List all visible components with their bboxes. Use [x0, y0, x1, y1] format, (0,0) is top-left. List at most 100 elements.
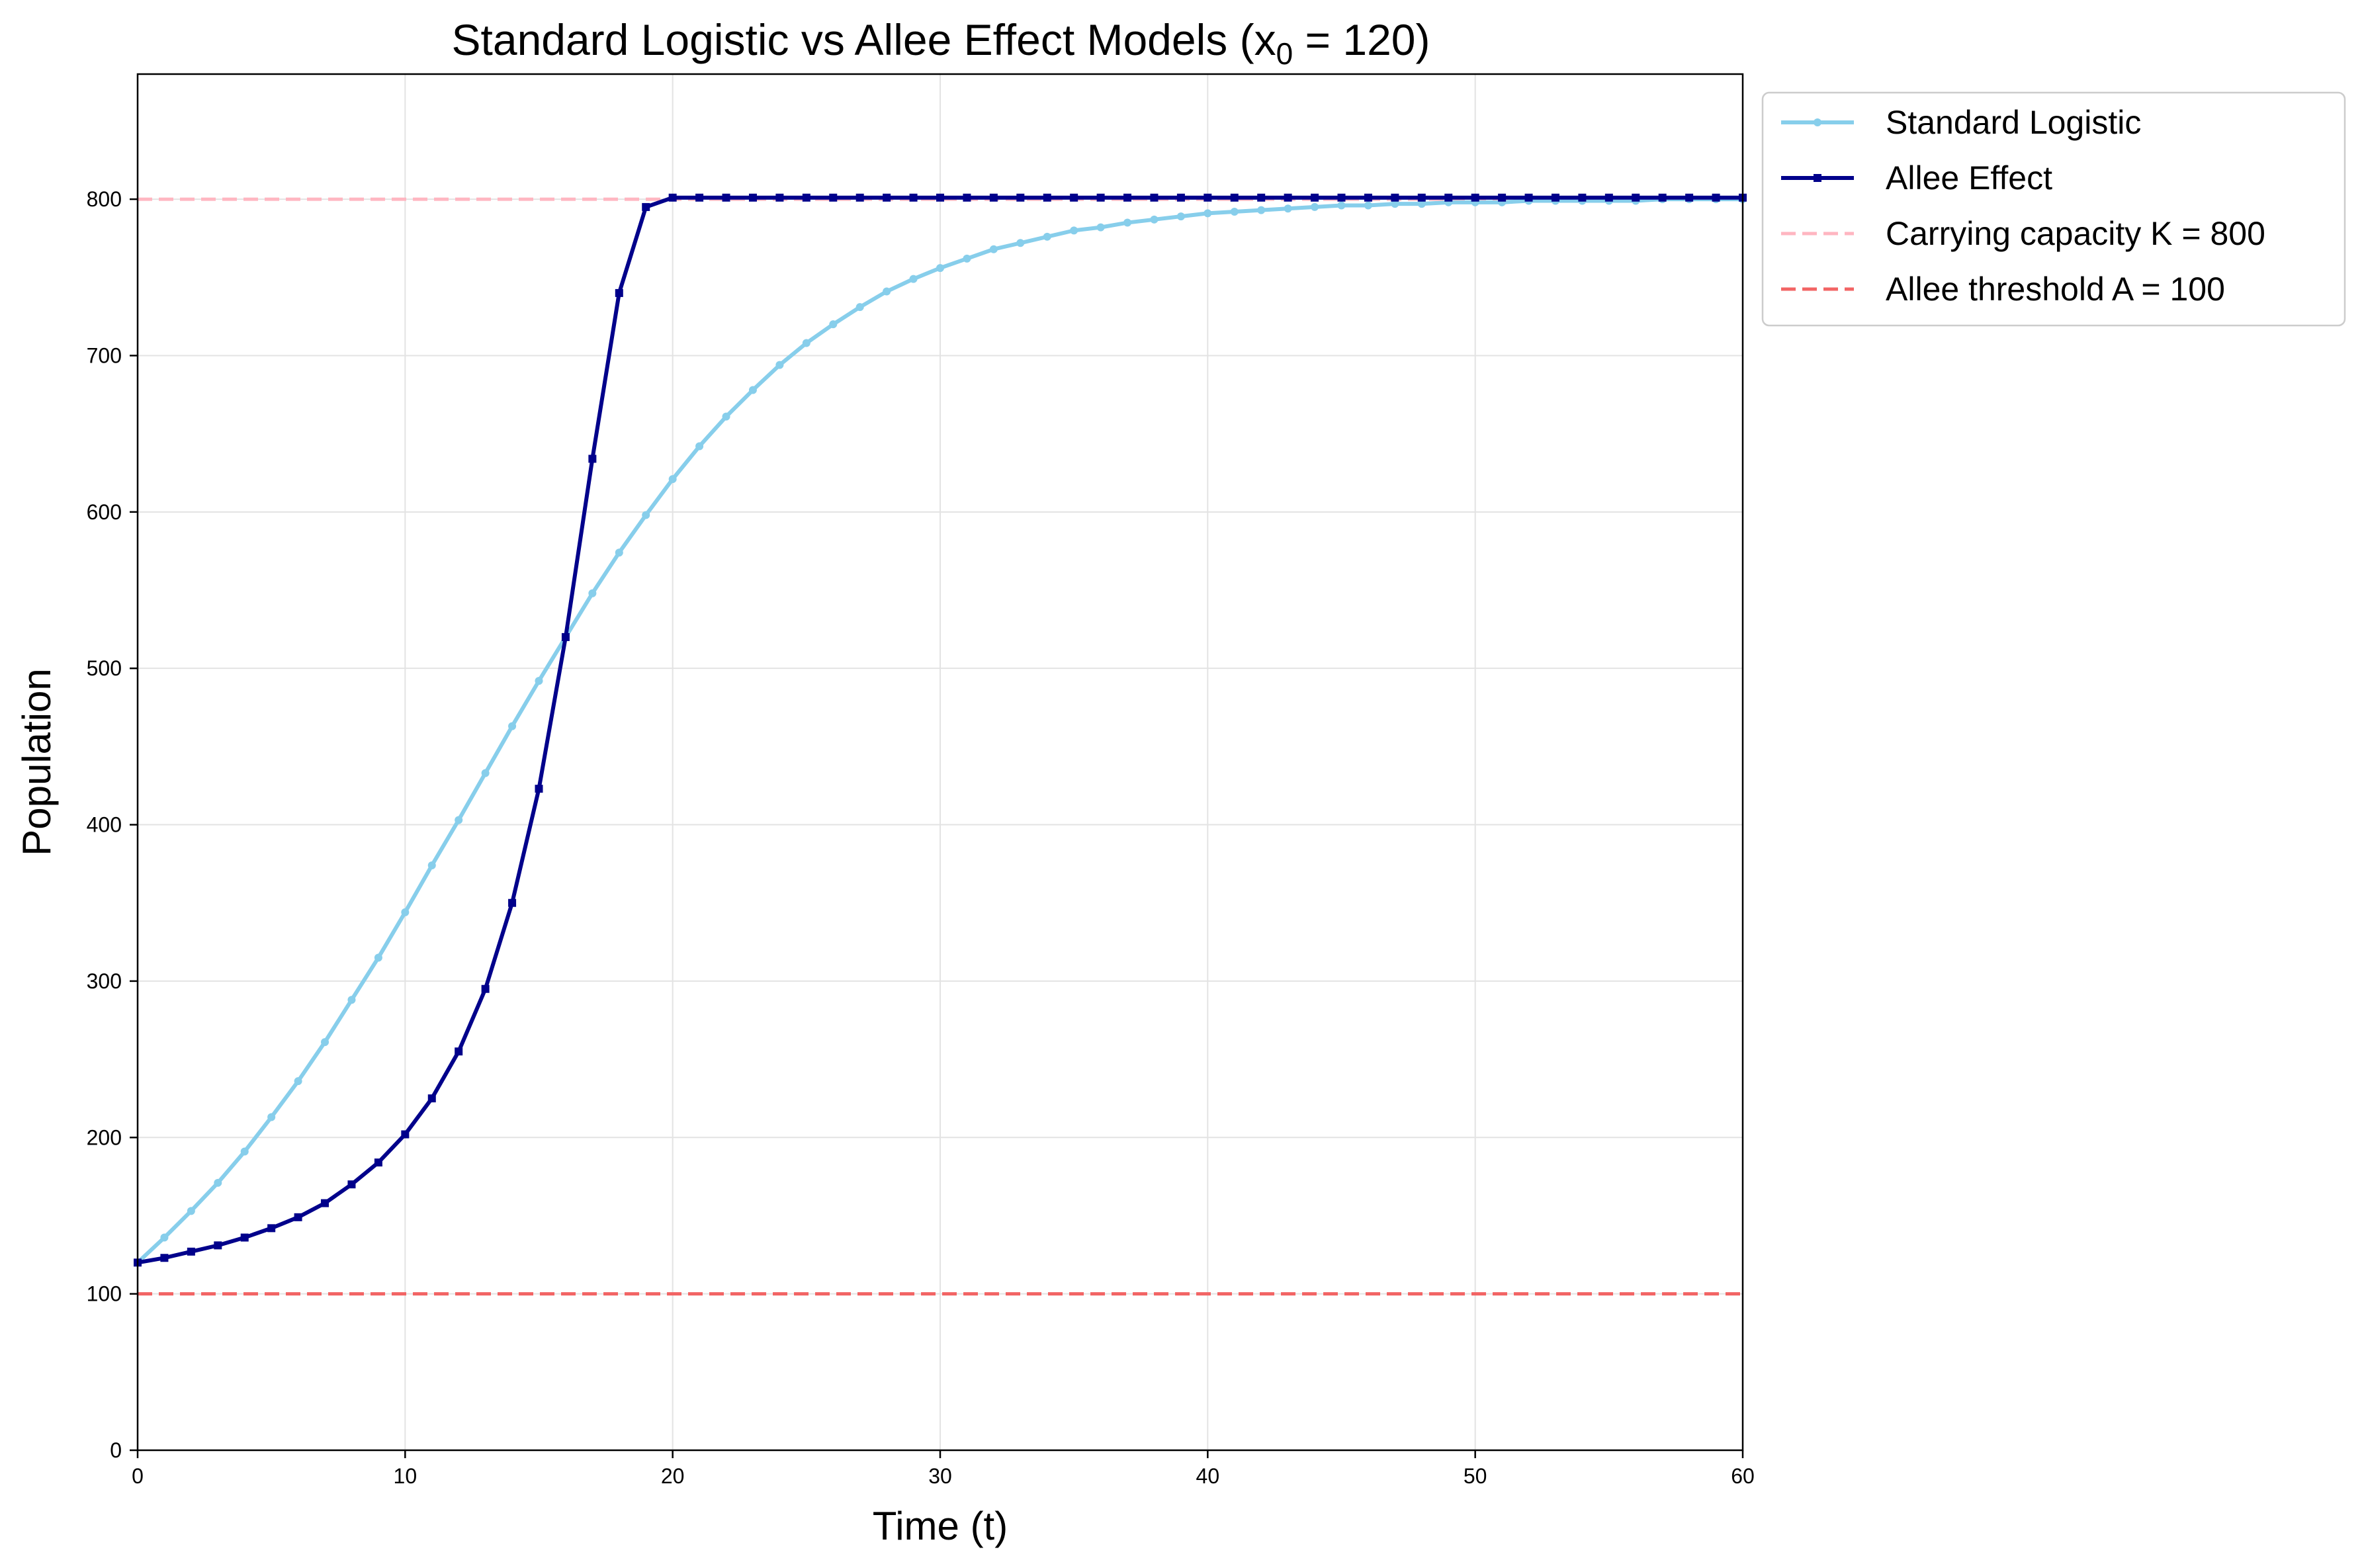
standard-logistic-point	[1204, 209, 1212, 218]
standard-logistic-point	[1364, 201, 1372, 210]
allee-effect-point	[1444, 193, 1453, 202]
allee-effect-point	[1176, 193, 1185, 202]
standard-logistic-point	[160, 1233, 169, 1242]
allee-effect-point	[294, 1213, 302, 1221]
allee-effect-point	[160, 1254, 169, 1262]
standard-logistic-point	[321, 1038, 329, 1047]
allee-effect-point	[1284, 193, 1292, 202]
x-tick-label: 0	[132, 1464, 144, 1488]
allee-effect-point	[1016, 193, 1025, 202]
allee-effect-point	[722, 193, 730, 202]
standard-logistic-point	[455, 816, 463, 824]
standard-logistic-point	[1123, 218, 1132, 227]
standard-logistic-point	[1230, 208, 1239, 216]
series-group	[134, 193, 1747, 1267]
legend-box	[1761, 91, 2346, 327]
allee-effect-point	[1685, 193, 1694, 202]
allee-effect-point	[1498, 193, 1507, 202]
standard-logistic-point	[802, 339, 810, 347]
x-tick-label: 30	[928, 1464, 952, 1488]
allee-effect-point	[642, 202, 650, 211]
allee-effect-point	[668, 193, 677, 202]
legend-entry-allee-effect: Allee Effect	[1781, 159, 2052, 196]
allee-effect-point	[1391, 193, 1399, 202]
standard-logistic-point	[267, 1113, 276, 1121]
standard-logistic-point	[963, 254, 971, 263]
allee-effect-point	[1043, 193, 1051, 202]
standard-logistic-point	[668, 475, 677, 484]
allee-effect-point	[187, 1247, 195, 1256]
standard-logistic-point	[775, 361, 784, 369]
standard-logistic-point	[936, 264, 944, 273]
standard-logistic-point	[1176, 212, 1185, 221]
y-tick-label: 100	[87, 1282, 122, 1306]
allee-effect-point	[615, 288, 623, 297]
x-tick-label: 60	[1731, 1464, 1755, 1488]
legend-entry-standard-logistic: Standard Logistic	[1781, 104, 2141, 141]
allee-effect-point	[1604, 193, 1613, 202]
allee-effect-point	[1257, 193, 1266, 202]
standard-logistic-point	[588, 589, 597, 597]
y-tick-label: 500	[87, 656, 122, 680]
allee-effect-point	[374, 1158, 382, 1167]
standard-logistic-point	[1391, 200, 1399, 208]
allee-effect-point	[455, 1047, 463, 1056]
allee-effect-point	[240, 1233, 249, 1242]
allee-effect-point	[401, 1130, 410, 1139]
allee-effect-point	[936, 193, 944, 202]
y-tick-label: 600	[87, 500, 122, 524]
standard-logistic-point	[1016, 239, 1025, 247]
y-tick-label: 400	[87, 813, 122, 837]
standard-logistic-point	[187, 1207, 195, 1215]
standard-logistic-point	[1311, 202, 1319, 211]
allee-effect-point	[695, 193, 704, 202]
allee-effect-point	[1123, 193, 1132, 202]
allee-effect-point	[1311, 193, 1319, 202]
allee-effect-point	[214, 1241, 222, 1250]
chart-title: Standard Logistic vs Allee Effect Models…	[452, 15, 1430, 71]
standard-logistic-point	[347, 996, 356, 1004]
legend-marker-allee-effect	[1814, 174, 1821, 182]
standard-logistic-point	[615, 548, 623, 557]
standard-logistic-point	[1257, 206, 1266, 214]
allee-effect-point	[508, 898, 517, 907]
standard-logistic-point	[374, 953, 382, 962]
allee-effect-point	[1551, 193, 1559, 202]
legend-entry-carrying-capacity: Carrying capacity K = 800	[1781, 215, 2265, 252]
standard-logistic-point	[1070, 226, 1078, 235]
allee-effect-point	[1150, 193, 1159, 202]
x-axis-label: Time (t)	[873, 1504, 1008, 1548]
legend-label-standard-logistic: Standard Logistic	[1886, 104, 2141, 141]
allee-effect-point	[561, 632, 570, 641]
allee-effect-point	[267, 1224, 276, 1233]
standard-logistic-point	[1150, 215, 1159, 224]
allee-effect-point	[883, 193, 891, 202]
standard-logistic-point	[294, 1077, 302, 1086]
allee-effect-point	[1364, 193, 1372, 202]
allee-effect-point	[1337, 193, 1346, 202]
legend-entry-allee-threshold: Allee threshold A = 100	[1781, 271, 2225, 308]
allee-effect-point	[1204, 193, 1212, 202]
standard-logistic-point	[240, 1147, 249, 1156]
allee-effect-point	[427, 1094, 436, 1103]
allee-effect-point	[775, 193, 784, 202]
standard-logistic-point	[909, 275, 918, 283]
allee-effect-point	[1096, 193, 1105, 202]
allee-effect-point	[1632, 193, 1640, 202]
standard-logistic-point	[401, 908, 410, 916]
standard-logistic-point	[1043, 232, 1051, 241]
allee-effect-point	[1230, 193, 1239, 202]
standard-logistic-point	[1337, 201, 1346, 210]
standard-logistic-point	[481, 769, 490, 777]
allee-effect-point	[321, 1199, 329, 1207]
allee-effect-point	[481, 984, 490, 993]
allee-effect-point	[963, 193, 971, 202]
standard-logistic-point	[1096, 223, 1105, 232]
standard-logistic-point	[535, 677, 543, 685]
allee-effect-point	[1712, 193, 1720, 202]
allee-effect-point	[1471, 193, 1479, 202]
legend-label-carrying-capacity: Carrying capacity K = 800	[1886, 215, 2265, 252]
standard-logistic-point	[1417, 200, 1426, 208]
y-tick-label: 800	[87, 187, 122, 211]
